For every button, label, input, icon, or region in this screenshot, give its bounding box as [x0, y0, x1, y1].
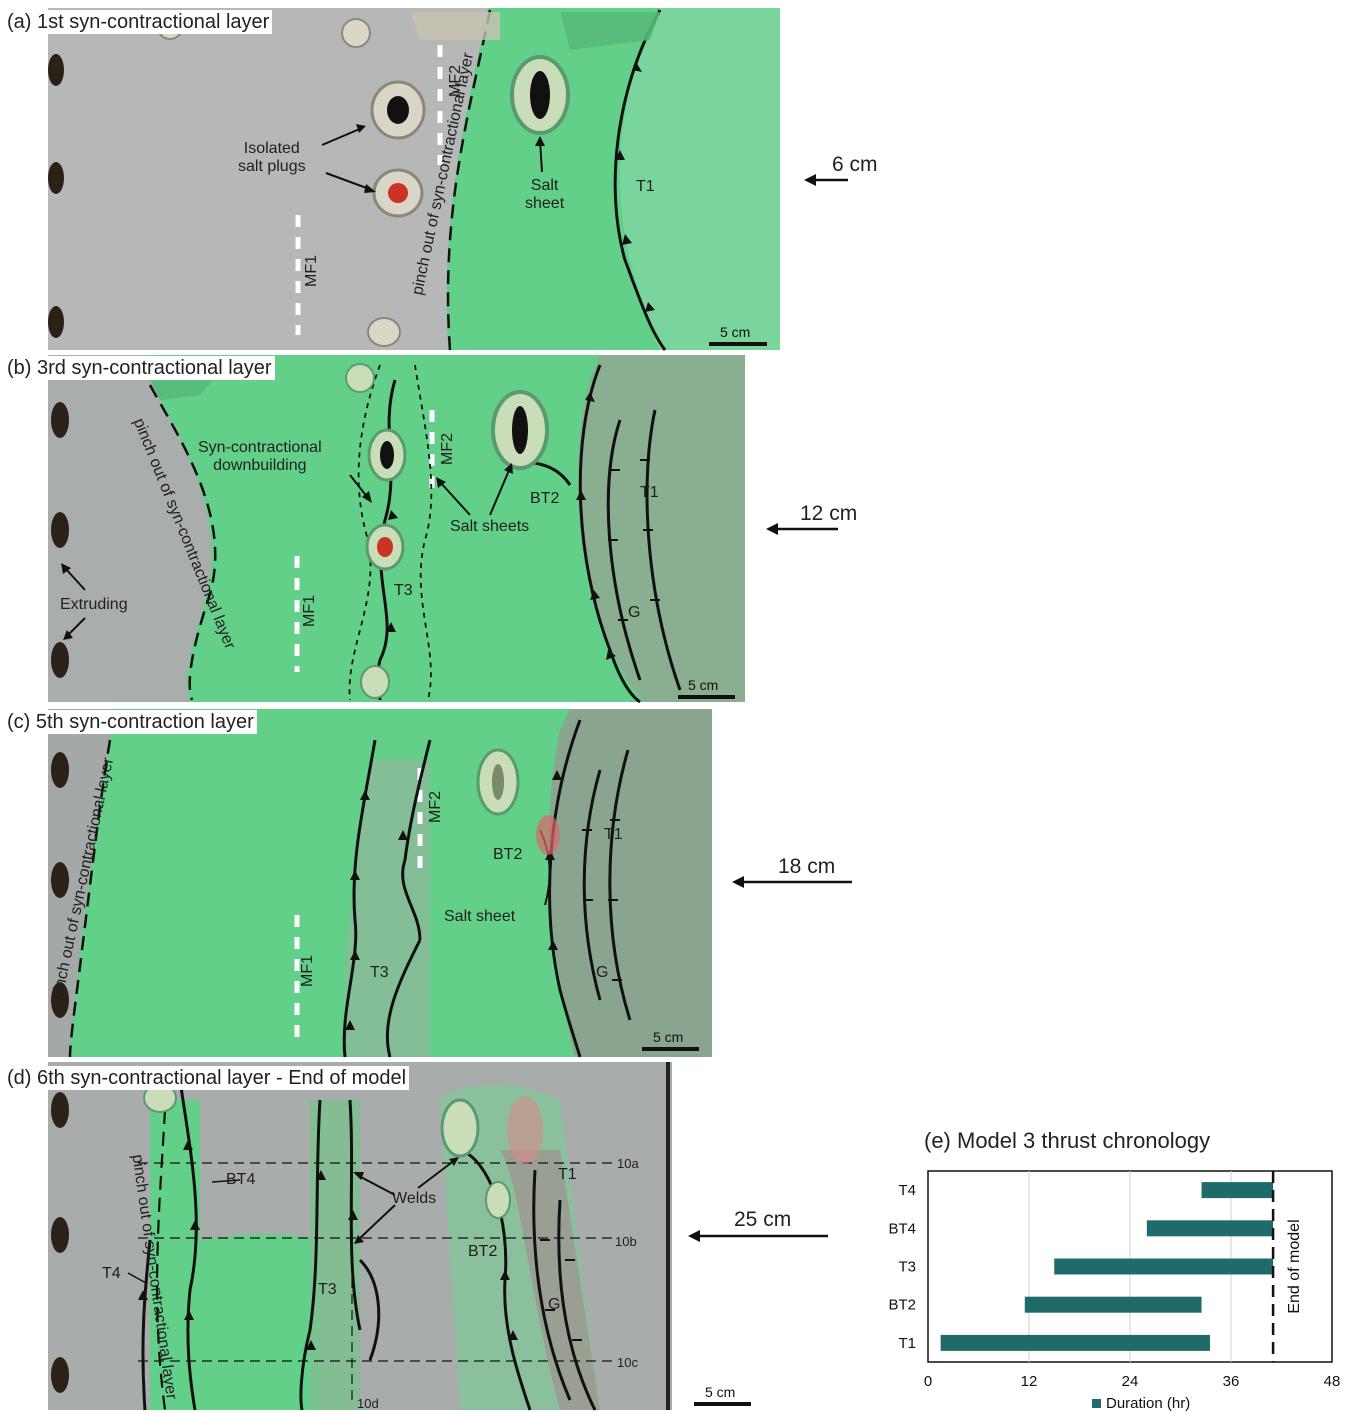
chart-title: (e) Model 3 thrust chronology: [924, 1128, 1211, 1153]
extruding-label: Extruding: [60, 596, 128, 613]
shortening-label-b: 12 cm: [800, 502, 858, 525]
t3-label-d: T3: [318, 1281, 337, 1298]
t1-label-c: T1: [604, 826, 623, 843]
shortening-label-a: 6 cm: [832, 153, 878, 176]
panel-a-title: (a) 1st syn-contractional layer: [4, 10, 273, 34]
t3-label-c: T3: [370, 964, 389, 981]
x-tick-label: 36: [1223, 1373, 1240, 1390]
isolated-salt-plugs-label: Isolated salt plugs: [238, 140, 306, 175]
welds-label: Welds: [392, 1190, 437, 1207]
scale-label-c: 5 cm: [653, 1029, 684, 1045]
panel-b-title: (b) 3rd syn-contractional layer: [4, 356, 275, 380]
bt2-label-d: BT2: [468, 1243, 498, 1260]
panel-c-title: (c) 5th syn-contraction layer: [4, 710, 257, 734]
salt-sheet-label-c: Salt sheet: [444, 908, 516, 925]
g-label-c: G: [596, 964, 609, 981]
line-10a-label: 10a: [617, 1156, 639, 1171]
panel-b-map: [48, 355, 838, 704]
duration-bar: [1201, 1182, 1274, 1199]
bt2-label-b: BT2: [530, 490, 560, 507]
t3-label-b: T3: [394, 582, 413, 599]
line-10b-label: 10b: [615, 1234, 637, 1249]
t1-label-b: T1: [640, 484, 659, 501]
downbuilding-label: Syn-contractional downbuilding: [198, 439, 322, 474]
salt-sheets-label: Salt sheets: [450, 518, 530, 535]
duration-bar: [940, 1334, 1210, 1351]
x-tick-label: 12: [1021, 1373, 1038, 1390]
t1-label-d: T1: [558, 1166, 577, 1183]
line-10c-label: 10c: [617, 1355, 638, 1370]
t4-label: T4: [102, 1265, 121, 1282]
x-tick-label: 24: [1122, 1373, 1139, 1390]
y-category-label: BT2: [888, 1297, 916, 1314]
y-category-label: T4: [898, 1182, 916, 1199]
scale-label-a: 5 cm: [720, 324, 751, 340]
shortening-label-c: 18 cm: [778, 855, 836, 878]
salt-sheet-label: Salt sheet: [525, 177, 565, 212]
duration-bar: [1146, 1220, 1274, 1237]
y-category-label: T3: [898, 1259, 916, 1276]
panel-d-title: (d) 6th syn-contractional layer - End of…: [4, 1066, 410, 1090]
bt4-label: BT4: [226, 1171, 256, 1188]
y-category-label: BT4: [888, 1220, 916, 1237]
x-tick-label: 0: [924, 1373, 932, 1390]
scale-label-d: 5 cm: [705, 1384, 736, 1400]
line-10d-label: 10d: [357, 1396, 379, 1411]
bt2-label-c: BT2: [493, 846, 523, 863]
x-tick-label: 48: [1324, 1373, 1341, 1390]
panel-c-map: [48, 709, 852, 1058]
duration-bar: [1024, 1296, 1202, 1313]
t1-label: T1: [636, 178, 655, 195]
legend-label: Duration (hr): [1106, 1395, 1190, 1412]
end-of-model-annotation: End of model: [1286, 1219, 1303, 1313]
g-label-d: G: [548, 1296, 561, 1313]
g-label-b: G: [628, 604, 641, 621]
panel-a-map: [48, 8, 848, 351]
legend-swatch: [1092, 1399, 1101, 1408]
scale-label-b: 5 cm: [688, 677, 719, 693]
y-category-label: T1: [898, 1335, 916, 1352]
shortening-label-d: 25 cm: [734, 1208, 792, 1231]
duration-bar: [1054, 1258, 1274, 1275]
